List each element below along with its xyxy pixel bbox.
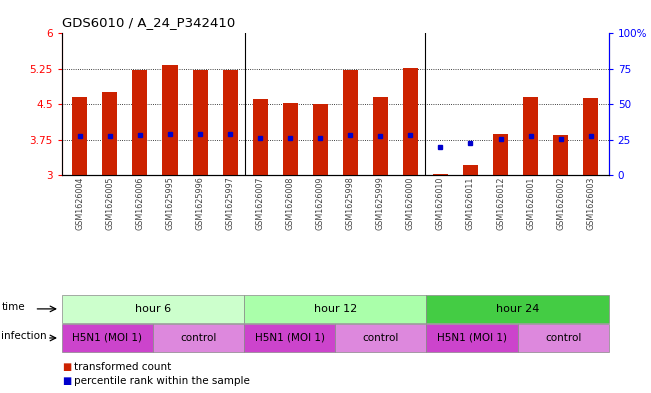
Bar [163, 66, 178, 175]
Bar [493, 134, 508, 175]
Text: time: time [1, 302, 25, 312]
Text: ■: ■ [62, 362, 71, 373]
Text: ■: ■ [62, 376, 71, 386]
Bar [373, 97, 388, 175]
Bar [583, 99, 598, 175]
Bar [283, 103, 298, 175]
Bar [72, 97, 87, 175]
Bar [523, 97, 538, 175]
Bar [403, 68, 418, 175]
Text: infection: infection [1, 331, 47, 341]
Bar [312, 104, 327, 175]
Text: percentile rank within the sample: percentile rank within the sample [74, 376, 249, 386]
Text: transformed count: transformed count [74, 362, 171, 373]
Text: control: control [363, 333, 399, 343]
Bar [343, 70, 358, 175]
Bar [253, 99, 268, 175]
Text: hour 24: hour 24 [496, 304, 539, 314]
Text: H5N1 (MOI 1): H5N1 (MOI 1) [72, 333, 143, 343]
Bar [463, 165, 478, 175]
Text: H5N1 (MOI 1): H5N1 (MOI 1) [437, 333, 507, 343]
Bar [102, 92, 117, 175]
Bar [553, 135, 568, 175]
Text: hour 6: hour 6 [135, 304, 171, 314]
Text: H5N1 (MOI 1): H5N1 (MOI 1) [255, 333, 325, 343]
Bar [433, 174, 448, 175]
Text: hour 12: hour 12 [314, 304, 357, 314]
Bar [193, 70, 208, 175]
Text: control: control [545, 333, 581, 343]
Bar [132, 70, 148, 175]
Text: control: control [180, 333, 217, 343]
Text: GDS6010 / A_24_P342410: GDS6010 / A_24_P342410 [62, 17, 235, 29]
Bar [223, 70, 238, 175]
